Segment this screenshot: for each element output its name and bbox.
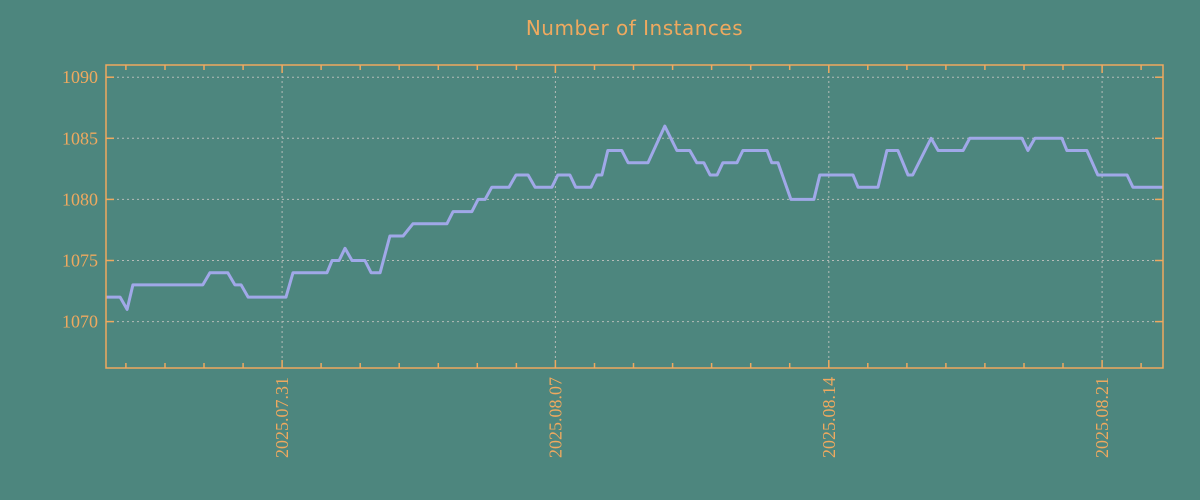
x-tick-label: 2025.08.14 (819, 377, 839, 458)
x-tick-label: 2025.07.31 (272, 377, 292, 458)
y-tick-label: 1080 (62, 189, 98, 209)
chart-title: Number of Instances (525, 16, 744, 40)
y-tick-label: 1090 (62, 67, 98, 87)
x-tick-label: 2025.08.07 (545, 377, 565, 458)
y-tick-label: 1070 (62, 312, 98, 332)
y-tick-label: 1085 (62, 128, 98, 148)
plot-frame (105, 64, 1164, 369)
series-line-instances (106, 124, 1163, 311)
y-tick-label: 1075 (62, 251, 98, 271)
x-tick-label: 2025.08.21 (1092, 377, 1112, 458)
